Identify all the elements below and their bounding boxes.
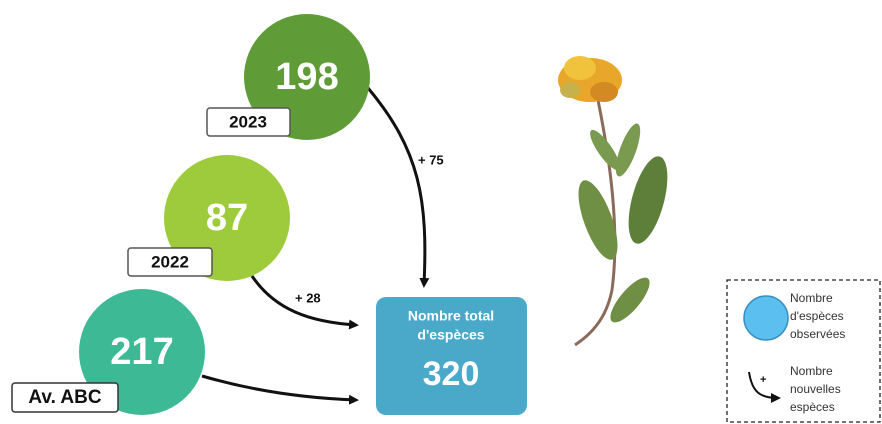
legend-text: espèces: [790, 400, 835, 414]
legend-text: Nombre: [790, 364, 833, 378]
legend-text: nouvelles: [790, 382, 841, 396]
added-2022: + 28: [295, 290, 321, 305]
legend-icon: +: [760, 374, 766, 386]
label-abc: Av. ABC: [28, 387, 101, 408]
legend-circle: [744, 296, 788, 340]
added-2023: + 75: [418, 152, 444, 167]
infographic: + 75 + 28 198 2023 87 2022 217 Av. ABC N…: [0, 0, 882, 424]
label-2022: 2022: [151, 252, 189, 271]
value-2022: 87: [206, 197, 248, 239]
arrow-2023: [368, 88, 425, 285]
legend-text: Nombre: [790, 291, 833, 305]
value-abc: 217: [110, 331, 173, 373]
label-2023: 2023: [229, 112, 267, 131]
total-value: 320: [423, 355, 480, 393]
total-title: Nombre total: [408, 308, 494, 324]
arrow-abc: [202, 376, 356, 400]
value-2023: 198: [275, 56, 338, 98]
legend-text: observées: [790, 327, 845, 341]
plant-illustration: [558, 56, 675, 345]
legend-text: d'espèces: [790, 309, 844, 323]
total-title: d'espèces: [417, 327, 484, 343]
